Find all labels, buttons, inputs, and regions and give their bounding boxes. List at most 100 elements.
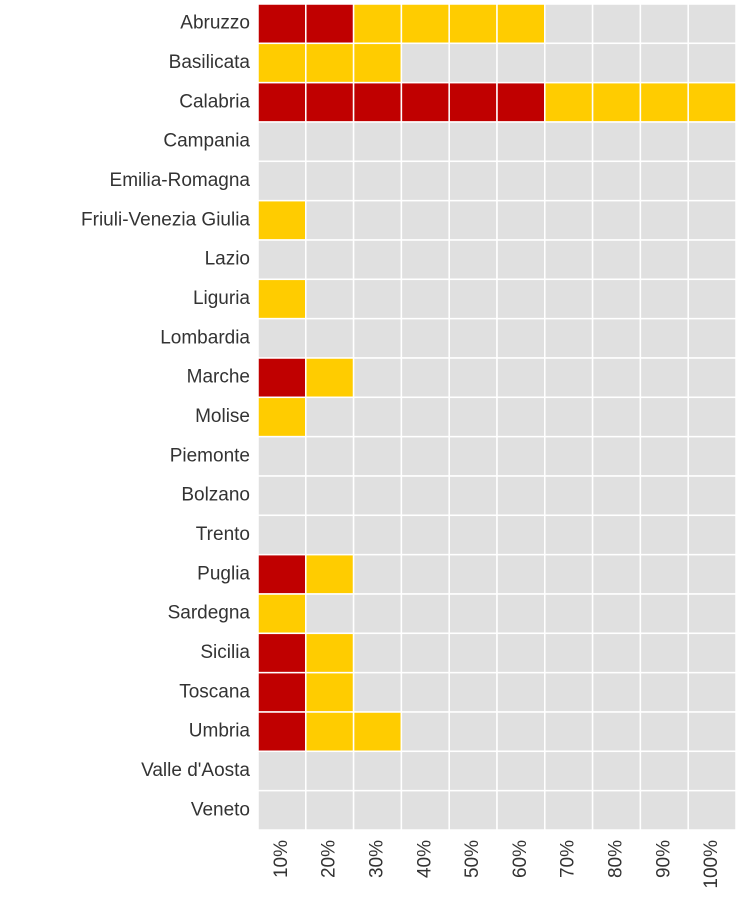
cell (448, 553, 498, 595)
cell (591, 435, 642, 477)
cell (496, 750, 546, 792)
row-label: Valle d'Aosta (141, 760, 250, 781)
cell (687, 789, 737, 831)
cell (687, 475, 737, 517)
cell (496, 711, 546, 753)
cell (591, 671, 642, 713)
cell (257, 199, 307, 241)
cell (591, 278, 642, 320)
cell (591, 81, 642, 123)
cell (639, 278, 689, 320)
cell (448, 514, 498, 556)
cell (496, 593, 546, 635)
cell (257, 711, 307, 753)
row-label: Friuli-Venezia Giulia (81, 209, 250, 230)
cell (496, 3, 546, 45)
cell (448, 396, 498, 438)
cell (305, 278, 355, 320)
cell (687, 750, 737, 792)
cell (352, 553, 403, 595)
row-label: Molise (195, 406, 250, 427)
cell (496, 514, 546, 556)
cell (448, 199, 498, 241)
cell (687, 435, 737, 477)
cell (352, 475, 403, 517)
row-label: Lombardia (160, 327, 250, 348)
cell (352, 435, 403, 477)
cell (544, 160, 594, 202)
cell (400, 42, 450, 84)
cell (687, 514, 737, 556)
row-label: Lazio (205, 249, 250, 270)
cell (591, 553, 642, 595)
cell (305, 593, 355, 635)
cell (305, 160, 355, 202)
cell (544, 750, 594, 792)
cell (687, 160, 737, 202)
column-label: 40% (414, 840, 435, 878)
cell (496, 42, 546, 84)
cell (591, 121, 642, 163)
column-label: 70% (558, 840, 579, 878)
row-label: Basilicata (169, 52, 251, 73)
cell (687, 42, 737, 84)
row-label: Calabria (179, 91, 250, 112)
cell (544, 81, 594, 123)
cell (544, 396, 594, 438)
cell (544, 3, 594, 45)
cell (448, 239, 498, 281)
cell (448, 81, 498, 123)
cell (400, 81, 450, 123)
cell (544, 789, 594, 831)
cell (639, 239, 689, 281)
cell (544, 199, 594, 241)
cell (544, 514, 594, 556)
cell (639, 514, 689, 556)
cell (639, 671, 689, 713)
cell (352, 3, 403, 45)
cell (687, 199, 737, 241)
cell (639, 632, 689, 674)
row-label: Sardegna (168, 603, 251, 624)
cell (687, 3, 737, 45)
column-label: 10% (271, 840, 292, 878)
cell (448, 278, 498, 320)
cell (448, 357, 498, 399)
cell (448, 671, 498, 713)
cell (448, 711, 498, 753)
cell (639, 3, 689, 45)
cell (639, 317, 689, 359)
cell (544, 357, 594, 399)
cell (257, 317, 307, 359)
cell (305, 475, 355, 517)
cell (591, 42, 642, 84)
cell (352, 81, 403, 123)
cell (544, 317, 594, 359)
cell (639, 475, 689, 517)
cell (305, 711, 355, 753)
cell (639, 750, 689, 792)
cell (687, 239, 737, 281)
cell (400, 357, 450, 399)
cell (591, 789, 642, 831)
cell (257, 789, 307, 831)
cell (448, 317, 498, 359)
cell (448, 593, 498, 635)
cell (591, 357, 642, 399)
cell (496, 239, 546, 281)
column-label: 80% (606, 840, 627, 878)
column-label: 100% (701, 840, 722, 889)
row-label: Piemonte (170, 445, 250, 466)
cell (257, 475, 307, 517)
cell (305, 553, 355, 595)
cell (448, 789, 498, 831)
cell (639, 396, 689, 438)
cell (639, 357, 689, 399)
cell (448, 42, 498, 84)
row-label: Umbria (189, 721, 251, 742)
cell (639, 593, 689, 635)
cell (496, 121, 546, 163)
cell (448, 435, 498, 477)
cell (400, 514, 450, 556)
